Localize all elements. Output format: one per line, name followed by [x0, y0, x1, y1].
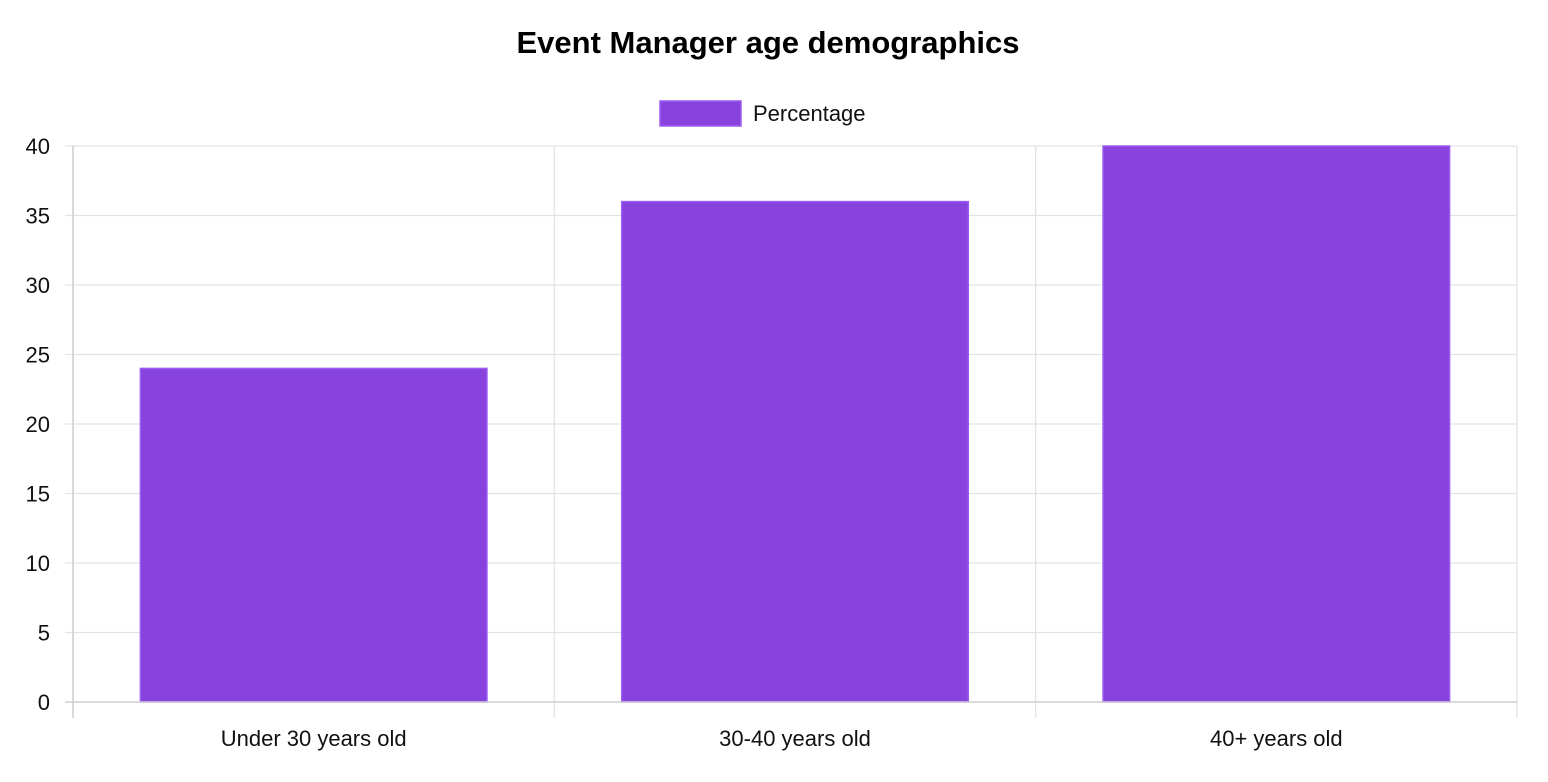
bar-2: [620, 200, 970, 703]
x-tick-label: Under 30 years old: [221, 726, 407, 751]
bar-1: [139, 367, 488, 703]
axes: [65, 146, 1517, 718]
y-tick-label: 35: [26, 204, 50, 229]
bars: [139, 145, 1451, 703]
y-axis-ticks: 0 5 10 15 20 25 30 35 40: [26, 134, 50, 715]
x-tick-label: 40+ years old: [1210, 726, 1343, 751]
y-tick-label: 5: [38, 621, 50, 646]
legend-label: Percentage: [753, 101, 866, 126]
y-tick-label: 25: [26, 343, 50, 368]
legend-swatch: [659, 100, 742, 127]
x-tick-label: 30-40 years old: [719, 726, 871, 751]
y-tick-label: 0: [38, 690, 50, 715]
legend[interactable]: Percentage: [659, 100, 866, 127]
y-tick-label: 10: [26, 551, 50, 576]
y-tick-label: 40: [26, 134, 50, 159]
x-axis-ticks: Under 30 years old 30-40 years old 40+ yea…: [221, 726, 1343, 751]
y-tick-label: 20: [26, 412, 50, 437]
chart-title: Event Manager age demographics: [516, 25, 1019, 60]
y-tick-label: 15: [26, 482, 50, 507]
y-tick-label: 30: [26, 273, 50, 298]
bar-3: [1102, 145, 1451, 703]
